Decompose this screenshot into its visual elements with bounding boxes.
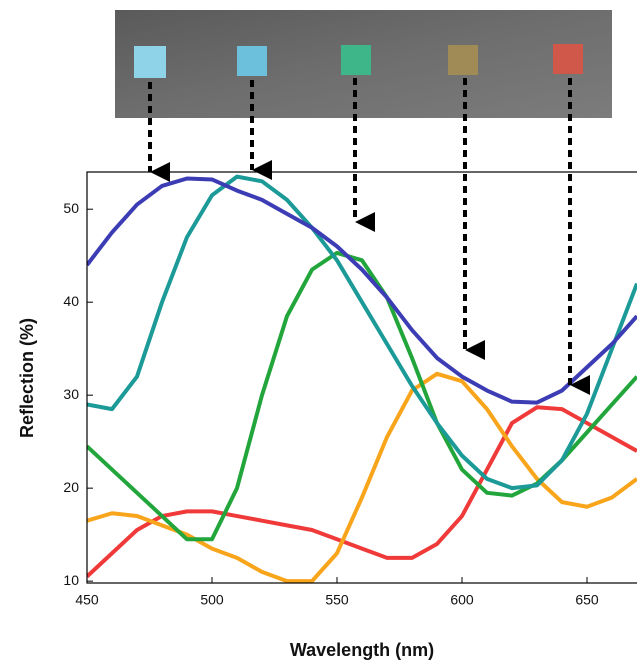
series-line [87, 176, 637, 405]
plot-frame [86, 171, 637, 584]
x-tick-label: 650 [575, 592, 599, 608]
sample-square [134, 46, 166, 78]
y-tick-label: 20 [63, 479, 79, 495]
sample-square [237, 46, 267, 76]
x-tick-label: 450 [75, 592, 99, 608]
plot-area [87, 174, 637, 583]
sample-square [341, 45, 371, 75]
x-tick-label: 500 [200, 592, 224, 608]
y-axis-title: Reflection (%) [17, 318, 37, 438]
series-line [87, 174, 637, 491]
photo-inset [115, 10, 612, 118]
arrows [148, 78, 590, 395]
y-tick-label: 50 [63, 200, 79, 216]
sample-square [448, 45, 478, 75]
x-axis-title: Wavelength (nm) [290, 640, 434, 660]
y-tick-label: 10 [63, 572, 79, 588]
x-tick-label: 550 [325, 592, 349, 608]
x-tick-label: 600 [450, 592, 474, 608]
y-tick-label: 40 [63, 293, 79, 309]
series-line [87, 405, 637, 578]
sample-square [553, 44, 583, 74]
y-tick-label: 30 [63, 386, 79, 402]
